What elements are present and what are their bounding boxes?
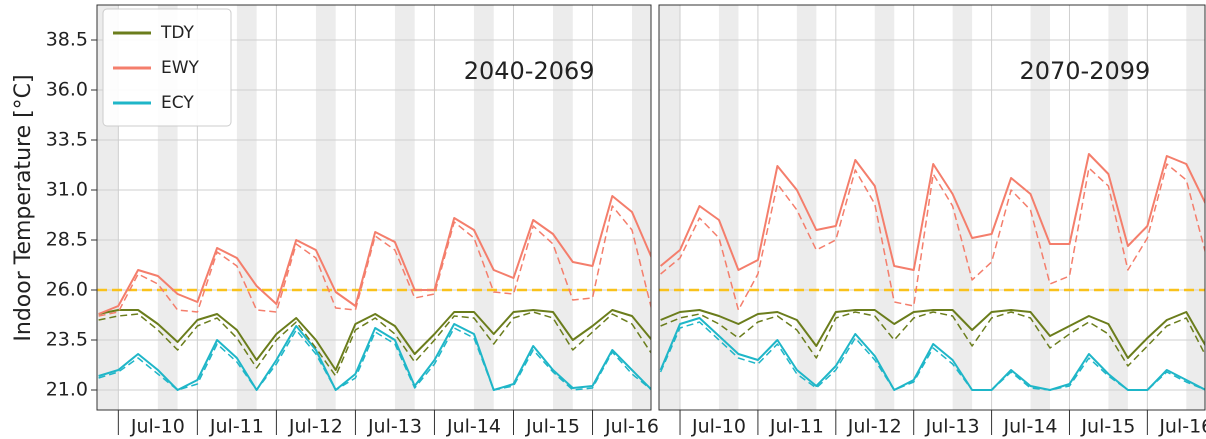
legend-label: TDY (160, 23, 195, 43)
series-line (659, 321, 1205, 391)
x-tick-label: Jul-13 (925, 416, 980, 438)
shaded-span (632, 5, 651, 410)
x-tick-label: Jul-10 (691, 416, 746, 438)
y-tick-label: 26.0 (46, 279, 88, 301)
series-line (98, 205, 651, 317)
y-axis-label: Indoor Temperature [°C] (11, 74, 36, 341)
legend-label: ECY (161, 93, 194, 113)
shaded-span (952, 5, 973, 410)
shaded-span (796, 5, 817, 410)
shaded-span (718, 5, 739, 410)
y-tick-label: 36.0 (46, 79, 88, 101)
shaded-span (659, 5, 681, 410)
x-tick-label: Jul-15 (525, 416, 580, 438)
series-line (659, 153, 1205, 271)
plot-frame (96, 4, 652, 411)
annotation: 2070-2099 (1019, 57, 1150, 85)
plot-area (659, 5, 1205, 410)
series-line (659, 317, 1205, 391)
shaded-span (874, 5, 895, 410)
series-line (98, 311, 651, 377)
y-tick-label: 33.5 (46, 129, 88, 151)
shaded-span (1030, 5, 1051, 410)
legend-box (102, 8, 232, 127)
plot-frame (658, 4, 1206, 411)
shaded-span (1186, 5, 1205, 410)
y-tick-label: 31.0 (46, 179, 88, 201)
series-line (98, 323, 651, 391)
x-tick-label: Jul-15 (1080, 416, 1135, 438)
plot-area (97, 5, 651, 410)
x-tick-label: Jul-10 (130, 416, 185, 438)
series-line (98, 195, 651, 315)
series-line (660, 163, 1205, 311)
x-tick-label: Jul-16 (1158, 416, 1206, 438)
x-tick-label: Jul-13 (367, 416, 422, 438)
x-tick-label: Jul-11 (209, 416, 264, 438)
shaded-span (236, 5, 257, 410)
x-tick-label: Jul-12 (288, 416, 343, 438)
y-tick-label: 38.5 (46, 29, 88, 51)
x-tick-label: Jul-12 (847, 416, 902, 438)
y-tick-label: 23.5 (46, 329, 88, 351)
x-tick-label: Jul-14 (1003, 416, 1058, 438)
x-tick-label: Jul-14 (446, 416, 501, 438)
series-line (660, 309, 1205, 359)
series-line (98, 327, 651, 391)
shaded-span (315, 5, 336, 410)
y-tick-label: 21.0 (46, 379, 88, 401)
series-line (660, 311, 1205, 367)
shaded-span (473, 5, 494, 410)
x-tick-label: Jul-11 (769, 416, 824, 438)
series-line (98, 309, 651, 371)
y-tick-label: 28.5 (46, 229, 88, 251)
legend-label: EWY (161, 58, 200, 78)
x-tick-label: Jul-16 (604, 416, 659, 438)
annotation: 2040-2069 (464, 57, 595, 85)
shaded-span (553, 5, 573, 410)
shaded-span (394, 5, 415, 410)
